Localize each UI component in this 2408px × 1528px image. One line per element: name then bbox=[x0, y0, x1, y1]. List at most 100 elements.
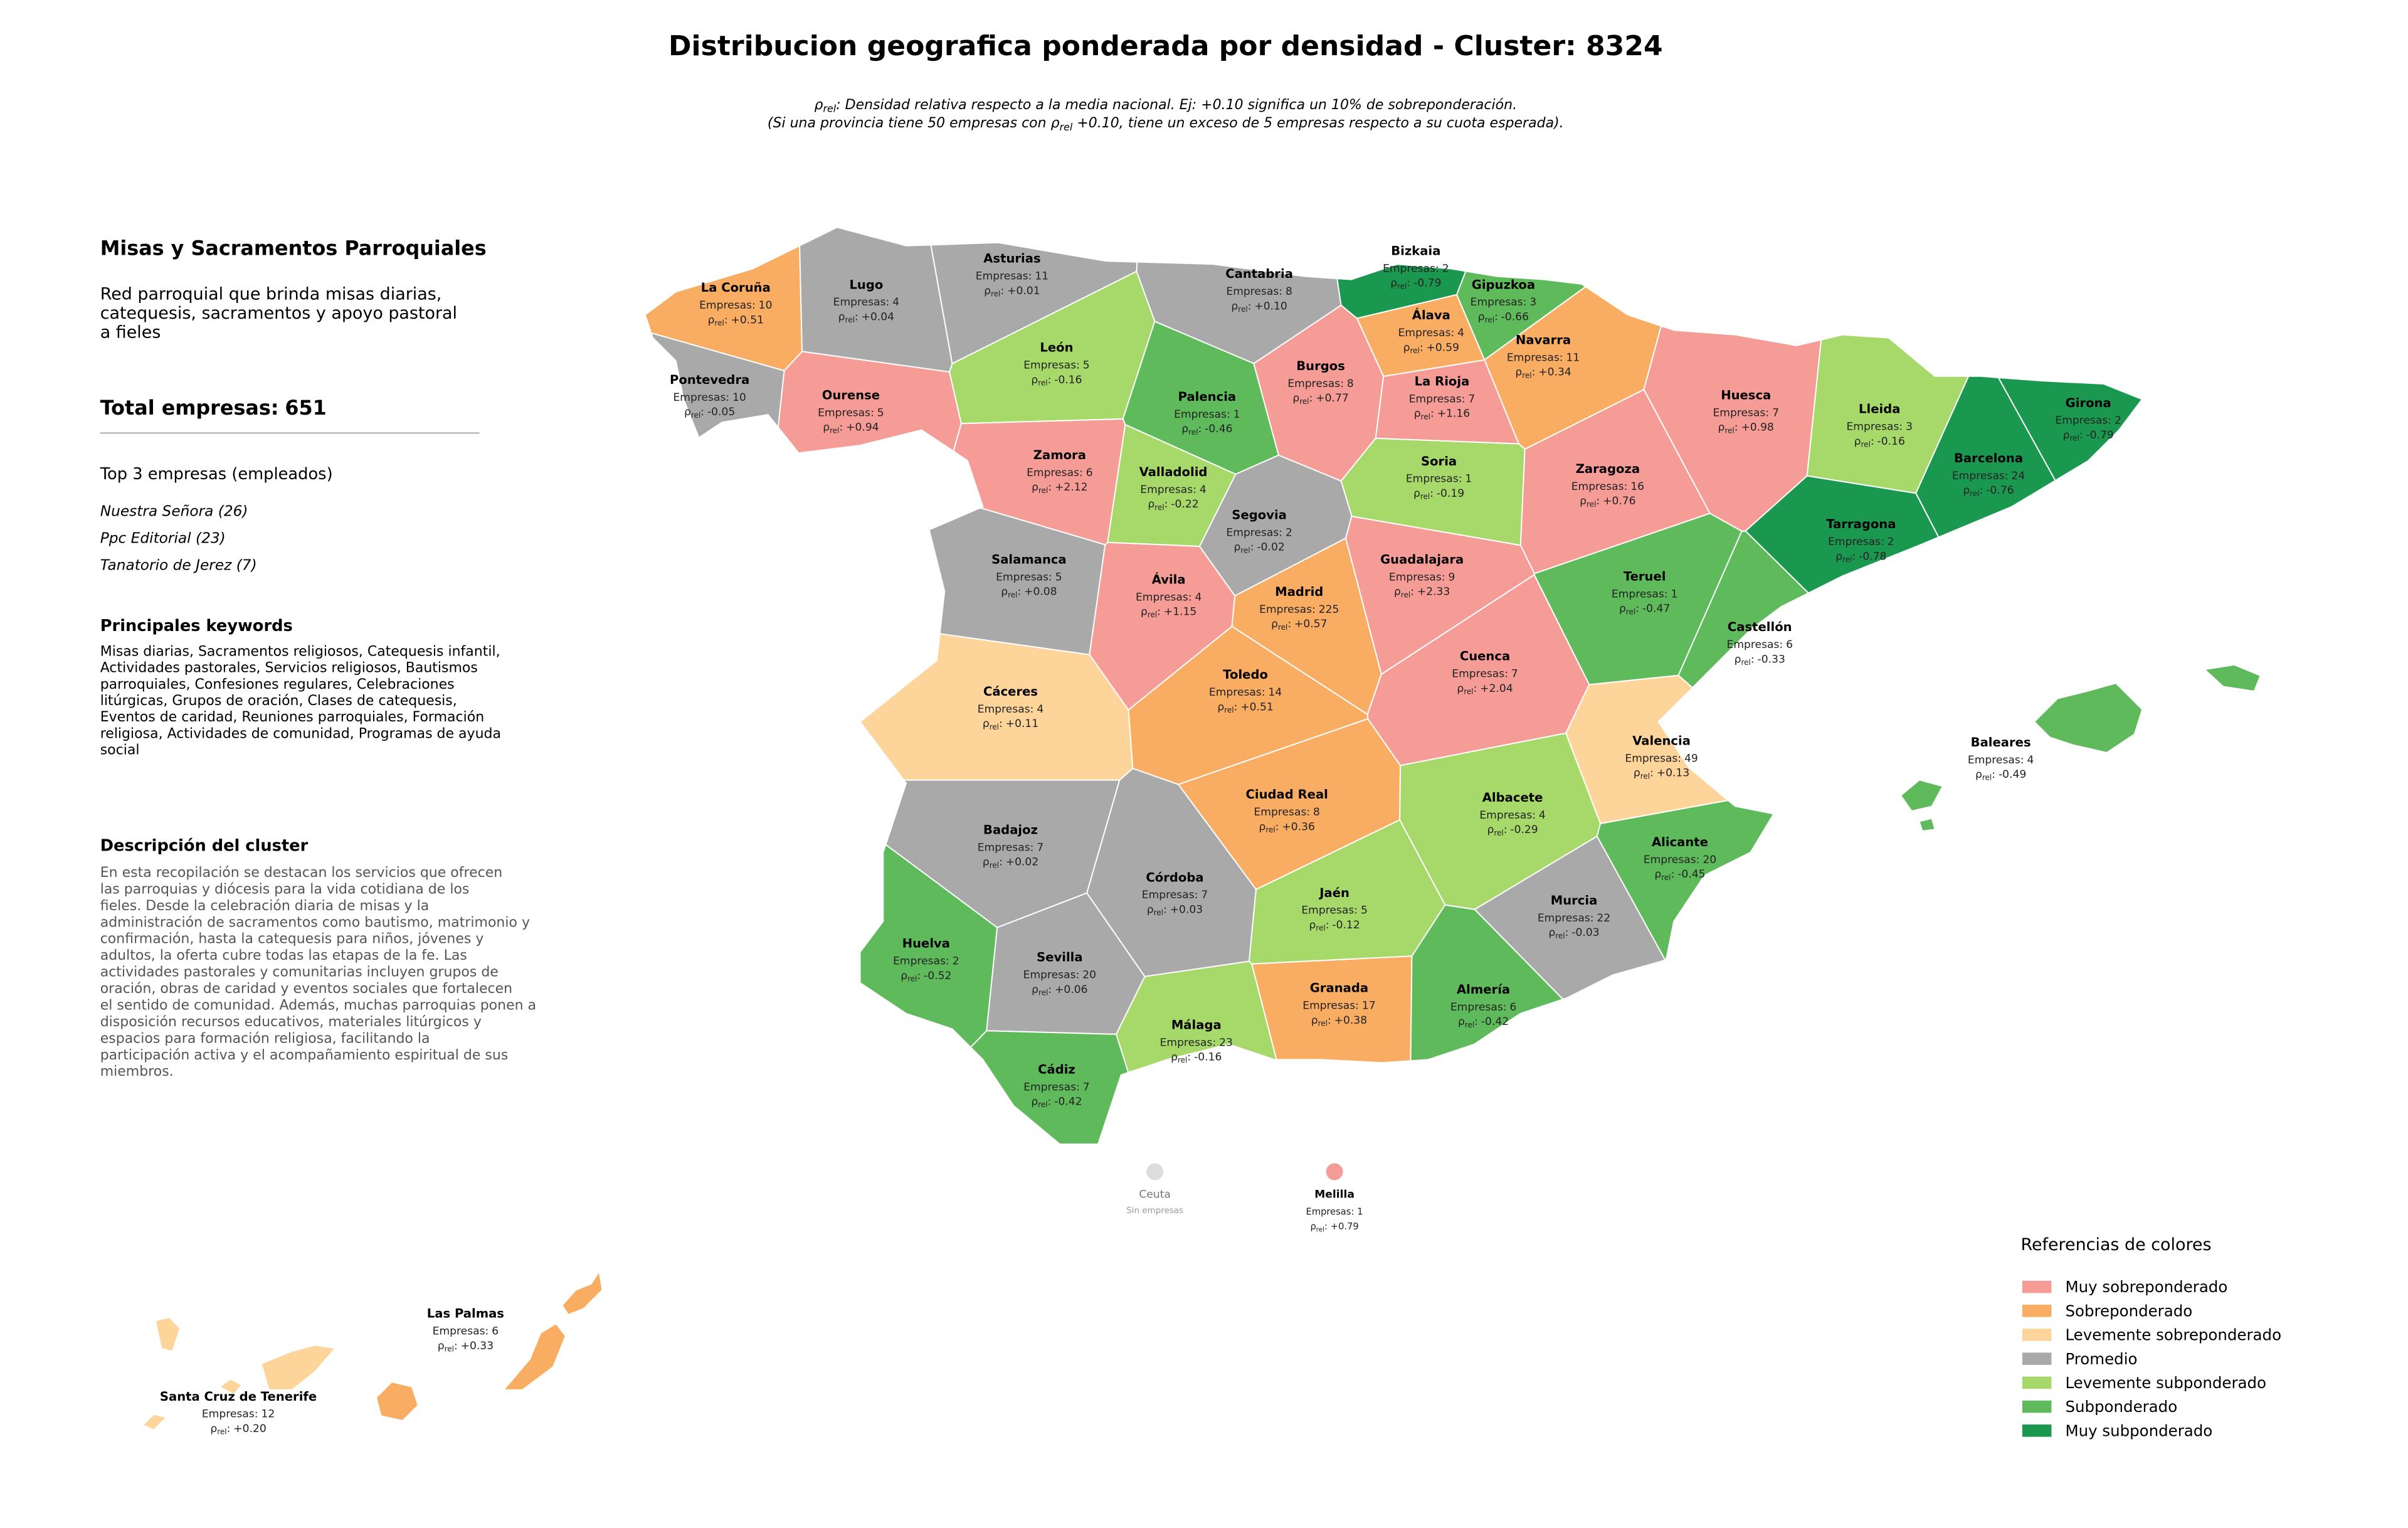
province-rho: ρrel: +0.33 bbox=[438, 1340, 494, 1354]
rho-value: -0.79 bbox=[2086, 429, 2113, 442]
rho-subscript: rel bbox=[830, 426, 839, 435]
rho-subscript: rel bbox=[1178, 1056, 1187, 1064]
rho-subscript: rel bbox=[1485, 316, 1494, 324]
count-value: 6 bbox=[492, 1325, 499, 1338]
province-name: Las Palmas bbox=[427, 1307, 504, 1321]
cluster-line: actividades pastorales y comunitarias in… bbox=[100, 965, 499, 980]
subtitle-part: rel bbox=[823, 103, 836, 115]
province-count: Empresas: 6 bbox=[1027, 467, 1092, 479]
rho-subscript: rel bbox=[1299, 397, 1309, 406]
subtitle-part: (Si una provincia tiene 50 empresas con bbox=[768, 115, 1051, 131]
province-count: Empresas: 2 bbox=[1828, 536, 1894, 548]
province-count: Empresas: 20 bbox=[1023, 969, 1096, 982]
rho-symbol: ρ bbox=[1001, 586, 1008, 598]
count-label: Empresas: bbox=[1625, 752, 1681, 765]
count-value: 4 bbox=[2027, 754, 2034, 767]
rho-symbol: ρ bbox=[1171, 1051, 1178, 1064]
province-count: Empresas: 6 bbox=[433, 1325, 499, 1338]
rho-subscript: rel bbox=[991, 290, 1000, 299]
title: Distribucion geografica ponderada por de… bbox=[668, 30, 1663, 62]
province-rho: ρrel: -0.05 bbox=[684, 406, 735, 420]
cluster-line: miembros. bbox=[100, 1064, 174, 1080]
count-value: 10 bbox=[759, 299, 773, 312]
rho-subscript: rel bbox=[1522, 371, 1531, 379]
rho-symbol: ρ bbox=[983, 718, 990, 730]
count-value: 2 bbox=[2115, 415, 2121, 427]
province-rho: ρrel: +0.57 bbox=[1271, 618, 1327, 632]
province-rho: ρrel: +0.94 bbox=[823, 422, 879, 435]
count-label: Empresas: bbox=[1306, 1207, 1354, 1218]
rho-suffix: : bbox=[1309, 392, 1313, 405]
rho-value: +0.11 bbox=[1006, 718, 1038, 730]
rho-value: -0.33 bbox=[1758, 653, 1785, 666]
province-name: Málaga bbox=[1171, 1017, 1222, 1032]
province-count: Empresas: 6 bbox=[1450, 1001, 1516, 1014]
province-name: Castellón bbox=[1728, 620, 1792, 634]
count-label: Empresas: bbox=[1383, 262, 1439, 275]
rho-suffix: : bbox=[454, 1340, 458, 1352]
rho-suffix: : bbox=[1532, 366, 1536, 379]
province-name: Huelva bbox=[902, 936, 950, 951]
count-value: 8 bbox=[1313, 806, 1320, 819]
rho-value: +0.76 bbox=[1603, 495, 1635, 507]
province-rho: ρrel: -0.03 bbox=[1548, 926, 1599, 940]
cluster-line: disposición recursos educativos, materia… bbox=[100, 1014, 482, 1030]
count-value: 6 bbox=[1509, 1001, 1516, 1014]
province-rho: ρrel: -0.16 bbox=[1171, 1051, 1222, 1065]
count-value: 2 bbox=[953, 955, 959, 967]
province-name: Cádiz bbox=[1038, 1062, 1075, 1076]
rho-value: +0.59 bbox=[1427, 341, 1459, 354]
rho-suffix: : bbox=[839, 422, 843, 434]
count-label: Empresas: bbox=[1846, 421, 1903, 433]
province-count: Empresas: 6 bbox=[1727, 639, 1793, 651]
rho-suffix: : bbox=[2079, 429, 2083, 442]
rho-subscript: rel bbox=[1154, 503, 1164, 512]
cluster-line: confirmación, hasta la catequesis para n… bbox=[100, 931, 484, 947]
province-count: Empresas: 22 bbox=[1538, 912, 1610, 925]
rho-suffix: : bbox=[1980, 484, 1983, 497]
count-value: 7 bbox=[1037, 841, 1043, 854]
rho-subscript: rel bbox=[1420, 492, 1430, 501]
rho-value: +0.51 bbox=[1240, 701, 1273, 713]
province-count: Empresas: 5 bbox=[818, 406, 884, 419]
province-name: La Rioja bbox=[1415, 374, 1470, 389]
rho-value: +0.03 bbox=[1170, 903, 1203, 916]
province-count: Empresas: 12 bbox=[202, 1408, 275, 1421]
total-label: Total empresas: bbox=[100, 396, 279, 420]
count-value: 1 bbox=[1233, 408, 1240, 421]
province-rho: ρrel: -0.52 bbox=[900, 970, 951, 984]
province-rho: ρrel: +0.11 bbox=[983, 718, 1038, 731]
count-label: Empresas: bbox=[1302, 999, 1359, 1012]
province-rho: ρrel: +0.51 bbox=[708, 314, 764, 327]
rho-subscript: rel bbox=[1397, 282, 1407, 290]
province-name: Valencia bbox=[1632, 733, 1691, 748]
rho-suffix: : bbox=[1275, 820, 1279, 833]
count-value: 2 bbox=[1888, 536, 1894, 548]
province-rho: ρrel: +2.04 bbox=[1457, 682, 1513, 696]
legend-swatch bbox=[2022, 1329, 2052, 1341]
legend-label: Muy subponderado bbox=[2065, 1421, 2212, 1440]
count-value: 1 bbox=[1465, 473, 1472, 485]
province-name: La Coruña bbox=[701, 280, 771, 295]
count-value: 22 bbox=[1597, 912, 1610, 925]
province-rho: ρrel: +2.33 bbox=[1394, 586, 1450, 600]
count-label: Empresas: bbox=[1612, 588, 1668, 600]
rho-symbol: ρ bbox=[1234, 541, 1241, 554]
count-label: Empresas: bbox=[1571, 480, 1628, 493]
province-count: Empresas: 5 bbox=[1301, 905, 1367, 917]
description-line: a fieles bbox=[100, 323, 161, 342]
rho-symbol: ρ bbox=[1548, 926, 1555, 939]
keywords-line: litúrgicas, Grupos de oración, Clases de… bbox=[100, 693, 457, 709]
rho-subscript: rel bbox=[691, 411, 700, 420]
province-count: Empresas: 8 bbox=[1287, 378, 1353, 390]
legend-swatch bbox=[2022, 1400, 2052, 1413]
count-value: 16 bbox=[1630, 480, 1644, 493]
rho-symbol: ρ bbox=[1619, 603, 1626, 615]
province-shape bbox=[1997, 376, 2143, 482]
rho-symbol: ρ bbox=[1413, 487, 1420, 500]
count-label: Empresas: bbox=[1727, 639, 1783, 651]
top-item: Tanatorio de Jerez (7) bbox=[100, 556, 257, 573]
sidebar-heading: Misas y Sacramentos Parroquiales bbox=[100, 236, 487, 260]
subtitle-part: ρ bbox=[815, 97, 823, 113]
province-rho: ρrel: +0.04 bbox=[838, 310, 894, 324]
